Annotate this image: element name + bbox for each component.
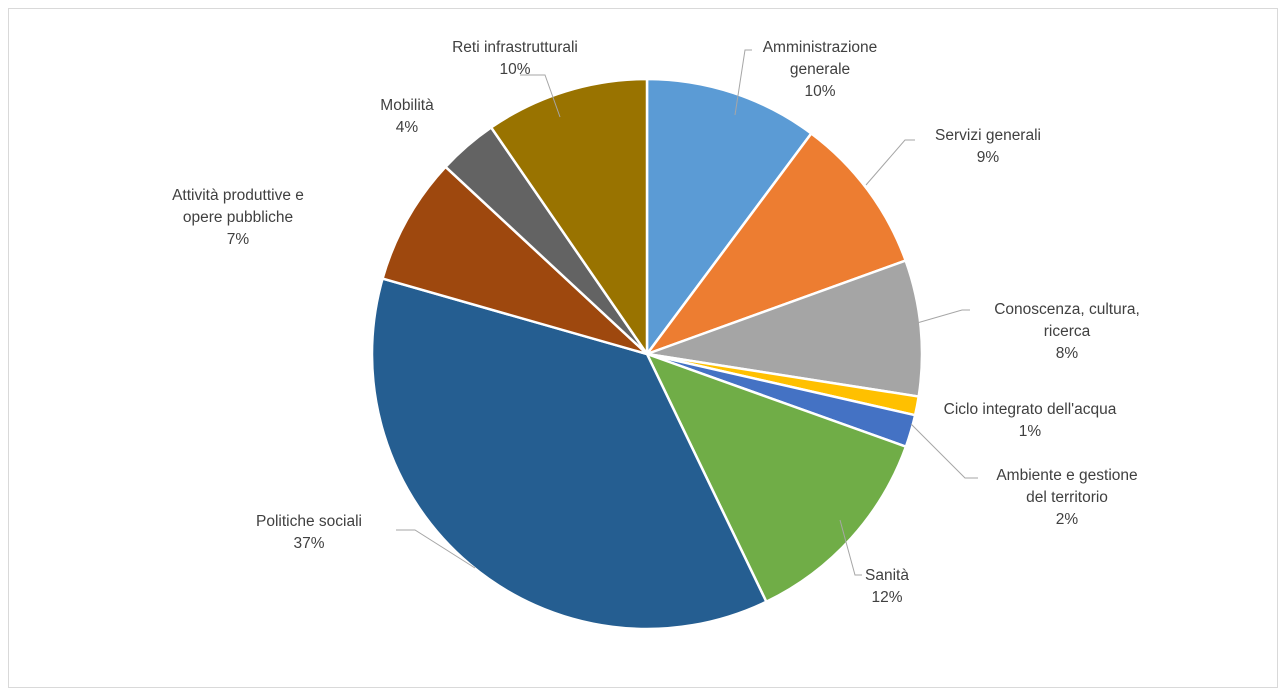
leader-line-10 bbox=[520, 74, 561, 118]
data-label-1: Amministrazione generale 10% bbox=[763, 39, 878, 100]
data-label-percent: 7% bbox=[227, 231, 250, 248]
leader-lines bbox=[396, 49, 978, 576]
data-label-4: Ciclo integrato dell'acqua 1% bbox=[944, 401, 1117, 440]
data-label-category: opere pubbliche bbox=[183, 209, 293, 226]
data-label-9: Mobilità 4% bbox=[380, 97, 434, 136]
data-label-percent: 10% bbox=[499, 61, 530, 78]
data-label-8: Attività produttive e opere pubbliche 7% bbox=[172, 187, 304, 248]
data-label-percent: 9% bbox=[977, 149, 1000, 166]
leader-line-1 bbox=[734, 49, 752, 116]
data-label-percent: 12% bbox=[871, 589, 902, 606]
data-label-3: Conoscenza, cultura, ricerca 8% bbox=[994, 301, 1140, 362]
data-labels: Amministrazione generale 10% Servizi genera… bbox=[172, 39, 1140, 606]
data-label-category: Attività produttive e bbox=[172, 187, 304, 204]
data-label-2: Servizi generali 9% bbox=[935, 127, 1041, 166]
data-label-7: Politiche sociali 37% bbox=[256, 513, 362, 552]
leader-line-6 bbox=[839, 519, 862, 576]
data-label-category: del territorio bbox=[1026, 489, 1108, 506]
pie-slices bbox=[370, 77, 924, 631]
data-label-category: Sanità bbox=[865, 567, 909, 584]
data-label-category: generale bbox=[790, 61, 850, 78]
data-label-category: Mobilità bbox=[380, 97, 434, 114]
data-label-category: Ciclo integrato dell'acqua bbox=[944, 401, 1117, 418]
pie-slice-1 bbox=[645, 77, 813, 356]
data-label-category: Politiche sociali bbox=[256, 513, 362, 530]
data-label-percent: 4% bbox=[396, 119, 419, 136]
data-label-category: Ambiente e gestione bbox=[996, 467, 1137, 484]
leader-line-3 bbox=[916, 309, 970, 324]
data-label-percent: 2% bbox=[1056, 511, 1079, 528]
leader-line-2 bbox=[865, 139, 915, 186]
data-label-percent: 1% bbox=[1019, 423, 1042, 440]
pie-slice-10 bbox=[489, 77, 649, 356]
data-label-category: Servizi generali bbox=[935, 127, 1041, 144]
pie-slice-3 bbox=[645, 259, 924, 398]
data-label-category: Amministrazione bbox=[763, 39, 878, 56]
data-label-category: Conoscenza, cultura, bbox=[994, 301, 1140, 318]
pie-slice-2 bbox=[645, 132, 907, 356]
pie-slice-8 bbox=[381, 165, 649, 356]
data-label-percent: 37% bbox=[293, 535, 324, 552]
data-label-10: Reti infrastrutturali 10% bbox=[452, 39, 578, 78]
data-label-5: Ambiente e gestione del territorio 2% bbox=[996, 467, 1137, 528]
leader-line-5 bbox=[910, 423, 978, 479]
leader-line-7 bbox=[396, 529, 476, 569]
data-label-percent: 10% bbox=[804, 83, 835, 100]
data-label-category: Reti infrastrutturali bbox=[452, 39, 578, 56]
data-label-category: ricerca bbox=[1044, 323, 1091, 340]
data-label-percent: 8% bbox=[1056, 345, 1079, 362]
data-label-6: Sanità 12% bbox=[865, 567, 909, 606]
pie-slice-6 bbox=[645, 352, 908, 604]
